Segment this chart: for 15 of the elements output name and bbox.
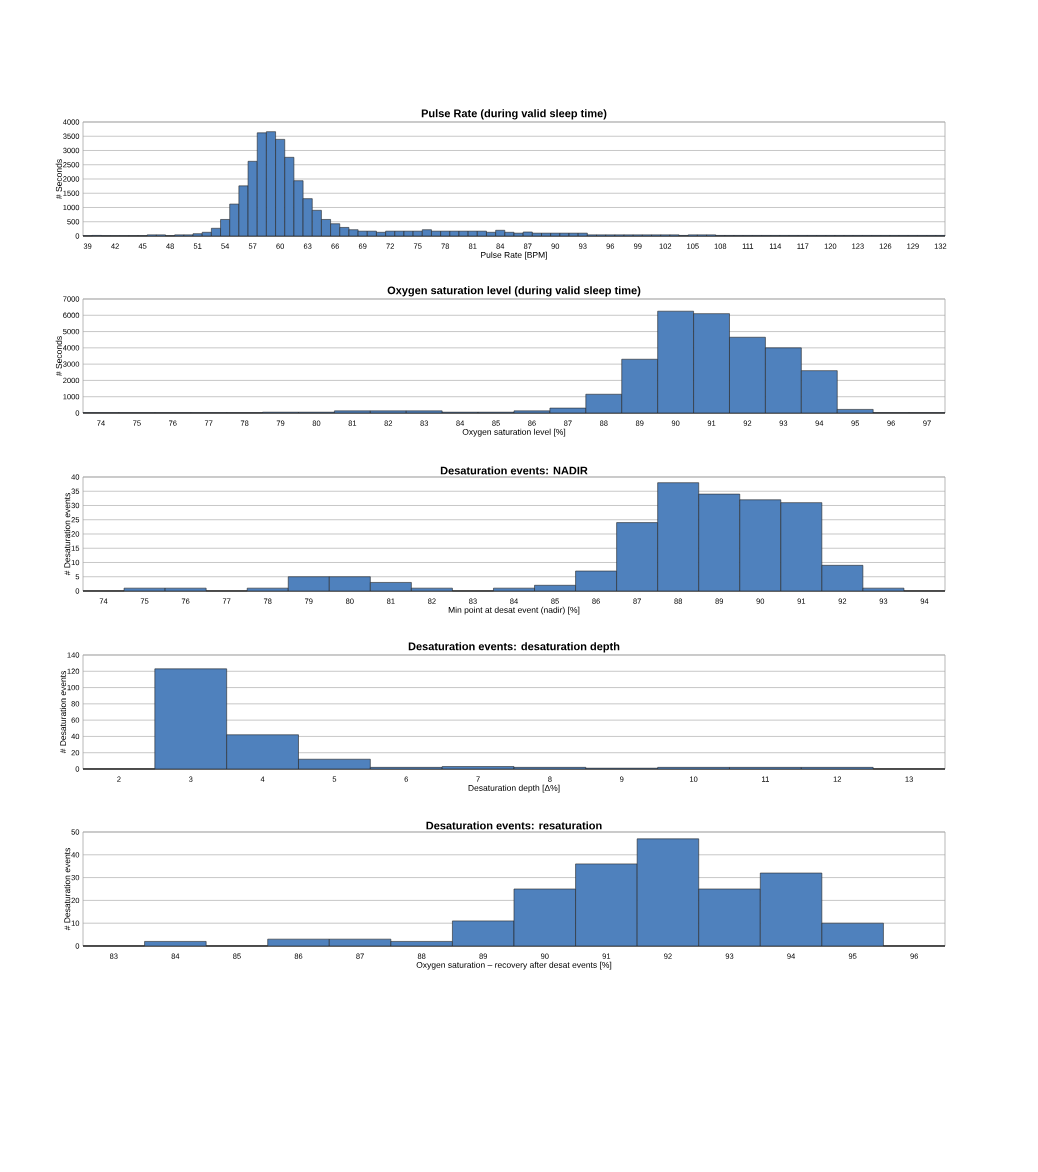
chart-title: Pulse Rate (during valid sleep time) [421, 109, 607, 120]
x-axis-title: Desaturation depth [Δ%] [468, 784, 560, 793]
y-axis-title: # Desaturation events [64, 847, 71, 931]
chart-title: Desaturation events: resaturation [426, 821, 602, 830]
y-axis-title: # Seconds [55, 336, 62, 377]
chart-title: Desaturation events: NADIR [440, 466, 588, 475]
y-axis-title: # Desaturation events [64, 492, 71, 576]
y-axis-title: # Desaturation events [59, 670, 67, 754]
x-axis-title: Oxygen saturation level [%] [462, 428, 566, 437]
x-axis-title: Oxygen saturation – recovery after desat events [%] [416, 961, 612, 970]
chart-title: Desaturation events: desaturation depth [408, 642, 620, 653]
y-axis-title: # Seconds [55, 159, 62, 200]
x-axis-title: Min point at desat event (nadir) [%] [448, 606, 580, 615]
x-axis-title: Pulse Rate [BPM] [481, 251, 547, 260]
chart-title: Oxygen saturation level (during valid sleep time) [387, 286, 641, 297]
